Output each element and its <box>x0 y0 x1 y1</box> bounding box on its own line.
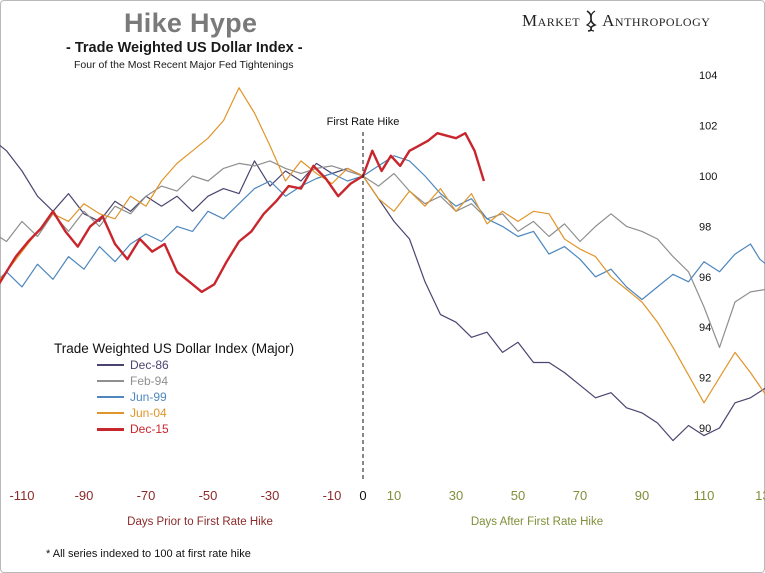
legend-swatch <box>97 380 124 382</box>
legend-label: Jun-99 <box>130 390 167 404</box>
series-line-feb-94 <box>0 160 765 348</box>
x-axis-label-prior: Days Prior to First Rate Hike <box>127 516 273 528</box>
x-tick-label: 10 <box>387 488 401 503</box>
legend-swatch <box>97 427 124 431</box>
brand-logo: Market Anthropology <box>522 10 710 32</box>
chart-title: Hike Hype <box>124 8 258 38</box>
y-tick-label: 104 <box>699 70 717 82</box>
series-line-jun-99 <box>0 155 765 301</box>
x-tick-label: 30 <box>449 488 463 503</box>
y-tick-label: 96 <box>699 272 711 284</box>
y-tick-label: 102 <box>699 121 717 133</box>
chart-subtitle: - Trade Weighted US Dollar Index - <box>66 40 303 56</box>
y-tick-label: 98 <box>699 221 711 233</box>
x-tick-label: -70 <box>137 488 156 503</box>
series-line-dec-15 <box>0 131 486 294</box>
brand-name-right: Anthropology <box>602 11 711 30</box>
footnote: * All series indexed to 100 at first rat… <box>46 548 251 560</box>
y-tick-label: 94 <box>699 322 711 334</box>
brand-name-left: Market <box>522 11 581 30</box>
legend-label: Feb-94 <box>130 374 169 388</box>
x-tick-label: -50 <box>199 488 218 503</box>
y-tick-label: 92 <box>699 373 711 385</box>
legend-swatch <box>97 412 124 414</box>
x-tick-label: 70 <box>573 488 587 503</box>
x-tick-label: 0 <box>359 488 366 503</box>
x-tick-label: 50 <box>511 488 525 503</box>
x-tick-label: -90 <box>75 488 94 503</box>
x-axis-label-after: Days After First Rate Hike <box>471 516 603 528</box>
dna-helix-icon <box>585 10 597 32</box>
x-axis-ticks: -130-110-90-70-50-30-1001030507090110130 <box>9 488 765 503</box>
legend-label: Jun-04 <box>130 406 167 420</box>
series-line-dec-86 <box>0 144 765 442</box>
legend-label: Dec-15 <box>130 422 169 436</box>
legend-item-feb-94: Feb-94 <box>97 374 168 388</box>
legend-title: Trade Weighted US Dollar Index (Major) <box>54 341 295 356</box>
x-tick-label: 130 <box>755 488 765 503</box>
legend-label: Dec-86 <box>130 358 169 372</box>
x-tick-label: 110 <box>694 488 715 503</box>
first-rate-hike-label: First Rate Hike <box>327 116 400 128</box>
chart-caption: Four of the Most Recent Major Fed Tighte… <box>74 59 294 71</box>
legend-item-dec-86: Dec-86 <box>97 358 169 372</box>
y-tick-label: 100 <box>699 171 717 183</box>
x-tick-label: -30 <box>261 488 280 503</box>
y-tick-label: 90 <box>699 423 711 435</box>
legend-swatch <box>97 396 124 398</box>
legend-item-jun-99: Jun-99 <box>97 390 167 404</box>
x-tick-label: -110 <box>9 488 34 503</box>
x-tick-label: -10 <box>323 488 342 503</box>
legend-swatch <box>97 364 124 366</box>
x-tick-label: 90 <box>635 488 649 503</box>
legend-item-jun-04: Jun-04 <box>97 406 167 420</box>
legend-item-dec-15: Dec-15 <box>97 422 169 436</box>
y-axis-ticks: 90 92 94 96 98 100 102 104 <box>699 70 717 435</box>
